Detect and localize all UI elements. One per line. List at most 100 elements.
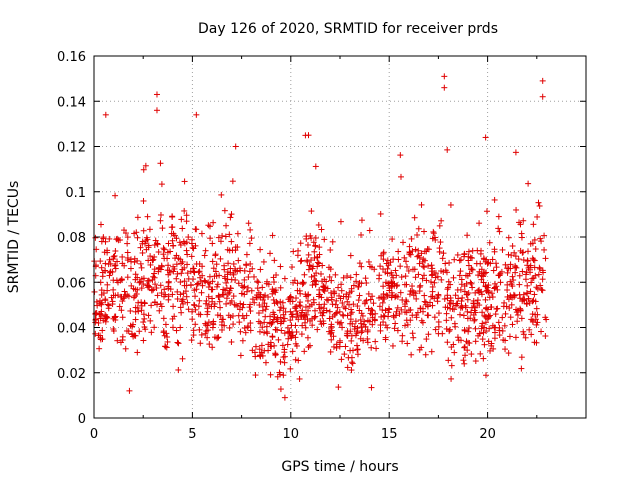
data-point	[377, 263, 384, 270]
data-point	[523, 300, 530, 307]
data-point	[369, 293, 376, 300]
data-point	[209, 240, 216, 247]
data-point	[293, 295, 300, 302]
data-point	[344, 273, 351, 280]
data-point	[365, 290, 372, 297]
data-point	[369, 321, 376, 328]
data-point	[484, 306, 491, 313]
data-point	[111, 313, 118, 320]
data-point	[483, 208, 490, 215]
data-point	[502, 261, 509, 268]
data-point	[440, 250, 447, 257]
data-point	[266, 320, 273, 327]
data-point	[148, 302, 155, 309]
data-point	[493, 260, 500, 267]
data-point	[151, 242, 158, 249]
data-point	[336, 292, 343, 299]
data-point	[297, 240, 304, 247]
data-point	[230, 271, 237, 278]
data-point	[431, 314, 438, 321]
data-point	[456, 272, 463, 279]
data-point	[223, 279, 230, 286]
data-point	[184, 251, 191, 258]
data-point	[328, 294, 335, 301]
data-point	[409, 266, 416, 273]
data-point	[485, 282, 492, 289]
data-point	[277, 263, 284, 270]
data-point	[313, 270, 320, 277]
data-point	[310, 296, 317, 303]
data-point	[108, 294, 115, 301]
data-point	[145, 277, 152, 284]
data-point	[366, 227, 373, 234]
data-point	[421, 292, 428, 299]
data-point	[537, 282, 544, 289]
data-point	[228, 297, 235, 304]
data-point	[306, 262, 313, 269]
data-point	[390, 256, 397, 263]
data-point	[249, 296, 256, 303]
data-point	[339, 300, 346, 307]
data-point	[121, 262, 128, 269]
data-point	[527, 288, 534, 295]
data-point	[362, 275, 369, 282]
data-point	[241, 267, 248, 274]
data-point	[204, 334, 211, 341]
data-point	[500, 303, 507, 310]
data-point	[363, 297, 370, 304]
data-point	[377, 327, 384, 334]
data-point	[237, 328, 244, 335]
data-point	[196, 297, 203, 304]
data-point	[241, 325, 248, 332]
data-point	[539, 287, 546, 294]
data-point	[184, 270, 191, 277]
data-point	[457, 268, 464, 275]
data-point	[237, 352, 244, 359]
data-point	[382, 322, 389, 329]
data-point	[142, 162, 149, 169]
data-point	[332, 301, 339, 308]
data-points	[91, 73, 550, 401]
data-point	[380, 283, 387, 290]
data-point	[188, 240, 195, 247]
data-point	[97, 336, 104, 343]
data-point	[221, 207, 228, 214]
data-point	[146, 226, 153, 233]
data-point	[421, 228, 428, 235]
data-point	[315, 260, 322, 267]
data-point	[364, 339, 371, 346]
data-point	[105, 302, 112, 309]
data-point	[132, 276, 139, 283]
data-point	[112, 247, 119, 254]
data-point	[499, 314, 506, 321]
data-point	[117, 237, 124, 244]
data-point	[407, 251, 414, 258]
data-point	[358, 231, 365, 238]
data-point	[399, 332, 406, 339]
data-point	[474, 247, 481, 254]
data-point	[331, 289, 338, 296]
data-point	[486, 325, 493, 332]
data-point	[491, 196, 498, 203]
data-point	[180, 290, 187, 297]
data-point	[169, 291, 176, 298]
data-point	[193, 281, 200, 288]
data-point	[267, 339, 274, 346]
data-point	[192, 293, 199, 300]
data-point	[167, 248, 174, 255]
data-point	[206, 273, 213, 280]
data-point	[277, 314, 284, 321]
data-point	[274, 318, 281, 325]
data-point	[513, 264, 520, 271]
data-point	[158, 263, 165, 270]
data-point	[206, 280, 213, 287]
data-point	[516, 272, 523, 279]
data-point	[467, 279, 474, 286]
data-point	[214, 281, 221, 288]
data-point	[485, 259, 492, 266]
data-point	[512, 334, 519, 341]
data-point	[204, 305, 211, 312]
data-point	[451, 256, 458, 263]
data-point	[502, 310, 509, 317]
data-point	[121, 293, 128, 300]
